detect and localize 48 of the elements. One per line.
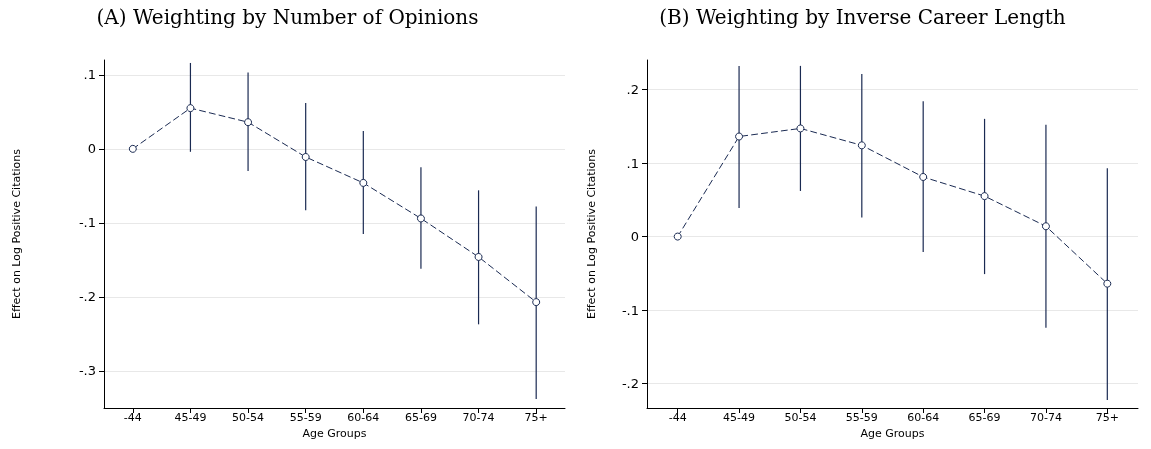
point (980, 192, 989, 201)
x-tick-label: 50-54 (232, 411, 265, 424)
point (359, 178, 368, 187)
y-tick-label: .1 (626, 155, 639, 171)
y-tick-label: 0 (87, 141, 96, 157)
y-tick-label: -.1 (78, 215, 96, 231)
x-tick-label: 70-74 (1029, 411, 1062, 424)
x-axis-title: Age Groups (860, 426, 925, 440)
point (919, 172, 928, 181)
x-tick-label: 45-49 (174, 411, 207, 424)
point (735, 132, 744, 141)
point (1041, 222, 1050, 231)
point (673, 232, 682, 241)
y-tick-label: -.2 (78, 289, 96, 305)
x-tick-label: -44 (668, 411, 687, 424)
y-tick-label: .2 (626, 81, 639, 97)
x-tick-label: 60-64 (907, 411, 940, 424)
x-tick-label: 75+ (524, 411, 548, 424)
y-tick-label: -.3 (78, 363, 96, 379)
point (1103, 279, 1112, 288)
x-tick-label: 65-69 (968, 411, 1001, 424)
x-tick-label: -44 (123, 411, 142, 424)
chart-title: (B) Weighting by Inverse Career Length (659, 5, 1066, 29)
y-tick-label: -.2 (621, 376, 639, 392)
point (532, 298, 541, 307)
x-axis-title: Age Groups (302, 426, 367, 440)
point (857, 141, 866, 150)
point (474, 252, 483, 261)
x-tick-label: 45-49 (723, 411, 756, 424)
point (301, 153, 310, 161)
y-tick-label: 0 (630, 229, 639, 245)
y-axis-title: Effect on Log Positive Citations (10, 148, 23, 319)
point (128, 144, 137, 153)
x-tick-label: 55-59 (289, 411, 322, 424)
x-tick-label: 55-59 (845, 411, 878, 424)
point (796, 124, 805, 133)
x-tick-label: 50-54 (784, 411, 817, 424)
x-tick-label: 65-69 (404, 411, 437, 424)
y-tick-label: .1 (83, 67, 96, 83)
point (244, 118, 253, 127)
x-tick-label: 60-64 (347, 411, 380, 424)
point (186, 104, 195, 113)
y-axis-title: Effect on Log Positive Citations (585, 148, 598, 319)
x-tick-label: 70-74 (462, 411, 495, 424)
x-tick-label: 75+ (1095, 411, 1119, 424)
y-tick-label: -.1 (621, 302, 639, 318)
chart-title: (A) Weighting by Number of Opinions (96, 5, 479, 29)
point (416, 214, 425, 223)
